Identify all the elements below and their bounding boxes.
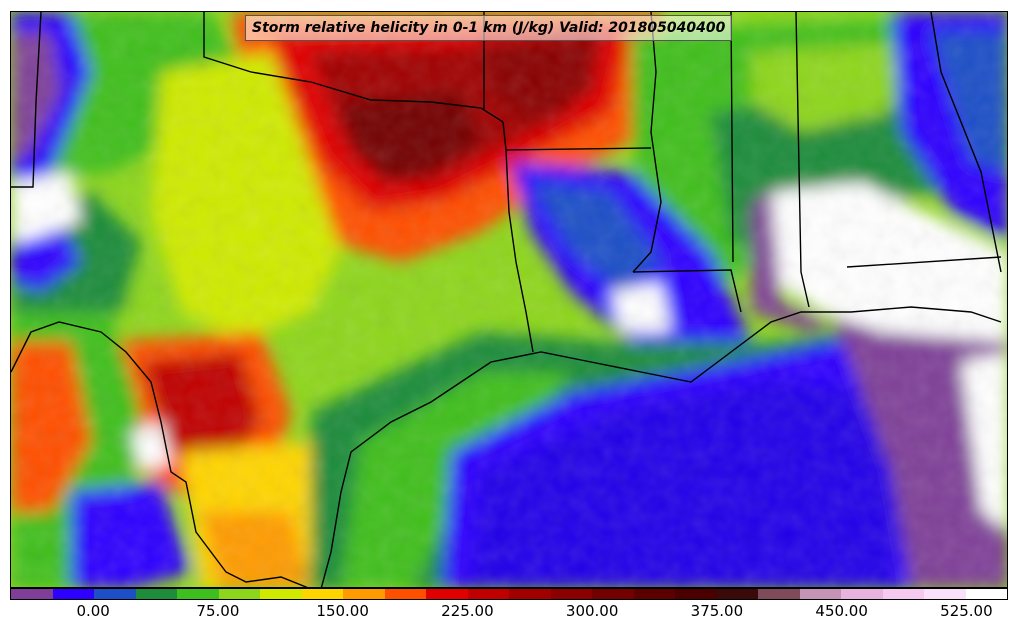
- colorbar-segment: [467, 589, 509, 599]
- colorbar-segment: [716, 589, 758, 599]
- colorbar-segment: [94, 589, 136, 599]
- colorbar-segment: [177, 589, 219, 599]
- colorbar-tick-label: 0.00: [76, 602, 110, 620]
- colorbar-tick-label: 150.00: [316, 602, 369, 620]
- colorbar-segment: [11, 589, 53, 599]
- colorbar: [10, 588, 1008, 600]
- colorbar-segment: [882, 589, 924, 599]
- map-title: Storm relative helicity in 0-1 km (J/kg)…: [245, 15, 733, 41]
- colorbar-segment: [841, 589, 883, 599]
- colorbar-segment: [135, 589, 177, 599]
- colorbar-tick-label: 75.00: [196, 602, 240, 620]
- colorbar-segment: [633, 589, 675, 599]
- colorbar-tick-label: 225.00: [441, 602, 494, 620]
- colorbar-segment: [343, 589, 385, 599]
- colorbar-segment: [758, 589, 800, 599]
- colorbar-segment: [592, 589, 634, 599]
- colorbar-segment: [965, 589, 1007, 599]
- colorbar-segment: [426, 589, 468, 599]
- colorbar-segment: [301, 589, 343, 599]
- colorbar-segment: [550, 589, 592, 599]
- colorbar-segment: [799, 589, 841, 599]
- colorbar-tick-label: 450.00: [815, 602, 868, 620]
- colorbar-tick-label: 375.00: [690, 602, 744, 620]
- colorbar-segment: [675, 589, 717, 599]
- map-panel: [10, 11, 1008, 588]
- state-boundaries: [11, 12, 1002, 587]
- colorbar-segment: [218, 589, 260, 599]
- colorbar-tick-label: 300.00: [565, 602, 619, 620]
- colorbar-tick-labels: 0.00 75.00 150.00 225.00 300.00 375.00 450.00 5…: [10, 602, 1008, 624]
- colorbar-segment: [384, 589, 426, 599]
- colorbar-tick-label: 525.00: [940, 602, 993, 620]
- colorbar-segment: [924, 589, 966, 599]
- colorbar-segment: [509, 589, 551, 599]
- colorbar-segment: [52, 589, 94, 599]
- colorbar-segment: [260, 589, 302, 599]
- helicity-field-map: [11, 12, 1007, 587]
